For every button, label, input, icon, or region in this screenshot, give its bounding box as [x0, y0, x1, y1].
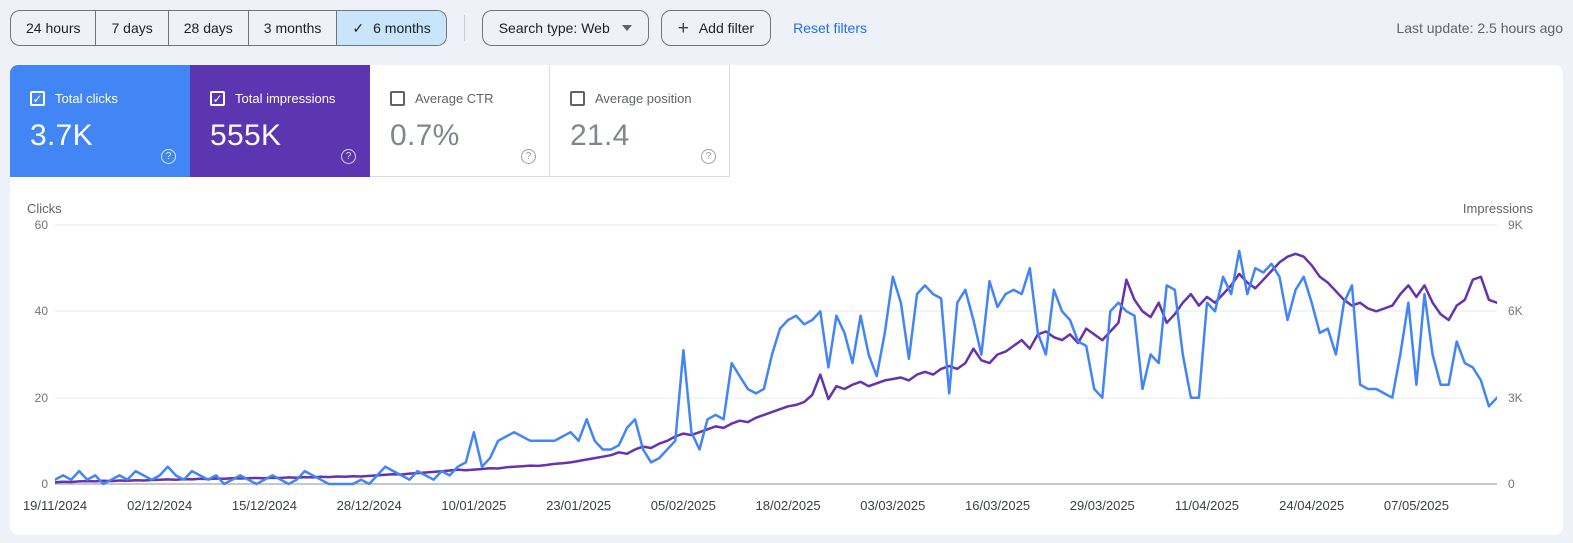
- range-label: 6 months: [373, 20, 431, 36]
- toolbar: 24 hours 7 days 28 days 3 months ✓ 6 mon…: [10, 10, 1563, 46]
- checkbox-unchecked-icon[interactable]: [390, 91, 405, 106]
- date-range-selector: 24 hours 7 days 28 days 3 months ✓ 6 mon…: [10, 10, 447, 46]
- x-axis-tick-label: 23/01/2025: [546, 498, 612, 513]
- clicks-line-series[interactable]: [55, 249, 1497, 486]
- range-label: 24 hours: [26, 20, 81, 36]
- reset-filters-link[interactable]: Reset filters: [793, 20, 868, 36]
- range-24-hours-button[interactable]: 24 hours: [11, 11, 95, 45]
- x-axis-tick-label: 18/02/2025: [755, 498, 821, 513]
- card-value: 555K: [210, 119, 282, 152]
- left-axis-tick: 60: [34, 218, 48, 232]
- add-filter-label: Add filter: [698, 20, 755, 36]
- x-axis-tick-label: 05/02/2025: [650, 498, 716, 513]
- checkbox-unchecked-icon[interactable]: [570, 91, 585, 106]
- card-value: 0.7%: [390, 119, 460, 152]
- last-update-text: Last update: 2.5 hours ago: [1396, 20, 1563, 36]
- right-axis-title: Impressions: [1462, 201, 1533, 216]
- metric-card-total-clicks[interactable]: ✓ Total clicks 3.7K ?: [10, 65, 190, 177]
- x-axis-tick-label: 16/03/2025: [964, 498, 1031, 513]
- metric-cards-row: ✓ Total clicks 3.7K ? ✓ Total impression…: [10, 65, 1563, 177]
- impressions-line-series[interactable]: [55, 252, 1497, 484]
- help-icon[interactable]: ?: [701, 149, 716, 164]
- range-label: 7 days: [111, 20, 153, 36]
- left-axis-title: Clicks: [27, 201, 62, 216]
- range-7-days-button[interactable]: 7 days: [95, 11, 167, 45]
- x-axis-tick-label: 29/03/2025: [1069, 498, 1135, 513]
- left-axis-tick: 40: [34, 304, 48, 318]
- left-axis-tick: 0: [41, 477, 48, 491]
- metric-card-average-ctr[interactable]: Average CTR 0.7% ?: [370, 65, 550, 177]
- right-axis-tick: 9K: [1508, 218, 1523, 232]
- x-axis-tick-label: 15/12/2024: [231, 498, 297, 513]
- checkbox-checked-icon[interactable]: ✓: [210, 91, 225, 106]
- range-28-days-button[interactable]: 28 days: [167, 11, 248, 45]
- range-label: 3 months: [263, 20, 322, 36]
- performance-panel: ✓ Total clicks 3.7K ? ✓ Total impression…: [10, 65, 1563, 535]
- card-value: 21.4: [570, 119, 630, 152]
- left-axis-tick: 20: [34, 391, 48, 405]
- x-axis-tick-label: 19/11/2024: [22, 498, 88, 513]
- right-axis-tick: 6K: [1508, 304, 1523, 318]
- search-type-label: Search type: Web: [498, 20, 610, 36]
- search-type-dropdown[interactable]: Search type: Web: [481, 10, 649, 46]
- range-label: 28 days: [183, 20, 233, 36]
- metric-card-average-position[interactable]: Average position 21.4 ?: [550, 65, 730, 177]
- chevron-down-icon: [621, 25, 632, 31]
- x-axis-tick-label: 28/12/2024: [336, 498, 402, 513]
- help-icon[interactable]: ?: [161, 149, 176, 164]
- plus-icon: +: [677, 17, 689, 39]
- card-label: Average CTR: [415, 91, 494, 106]
- card-value: 3.7K: [30, 119, 93, 152]
- x-axis-tick-label: 24/04/2025: [1279, 498, 1345, 513]
- help-icon[interactable]: ?: [341, 149, 356, 164]
- range-3-months-button[interactable]: 3 months: [247, 11, 337, 45]
- add-filter-button[interactable]: + Add filter: [660, 10, 772, 46]
- card-label: Total clicks: [55, 91, 118, 106]
- range-6-months-button[interactable]: ✓ 6 months: [336, 11, 446, 45]
- x-axis-tick-label: 02/12/2024: [127, 498, 193, 513]
- right-axis-tick: 0: [1508, 477, 1515, 491]
- card-label: Total impressions: [235, 91, 336, 106]
- performance-line-chart[interactable]: [55, 220, 1497, 492]
- check-icon: ✓: [352, 19, 365, 36]
- help-icon[interactable]: ?: [521, 149, 536, 164]
- x-axis-tick-label: 03/03/2025: [860, 498, 926, 513]
- right-axis-tick: 3K: [1508, 391, 1523, 405]
- card-label: Average position: [595, 91, 692, 106]
- metric-card-total-impressions[interactable]: ✓ Total impressions 555K ?: [190, 65, 370, 177]
- x-axis-tick-label: 10/01/2025: [441, 498, 507, 513]
- x-axis-tick-label: 07/05/2025: [1383, 498, 1449, 513]
- toolbar-divider: [463, 15, 465, 41]
- x-axis-tick-label: 11/04/2025: [1174, 498, 1240, 513]
- checkbox-checked-icon[interactable]: ✓: [30, 91, 45, 106]
